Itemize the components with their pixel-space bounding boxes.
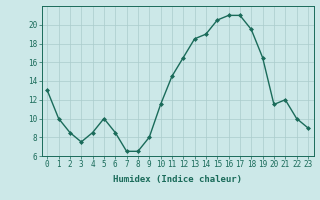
X-axis label: Humidex (Indice chaleur): Humidex (Indice chaleur) (113, 175, 242, 184)
